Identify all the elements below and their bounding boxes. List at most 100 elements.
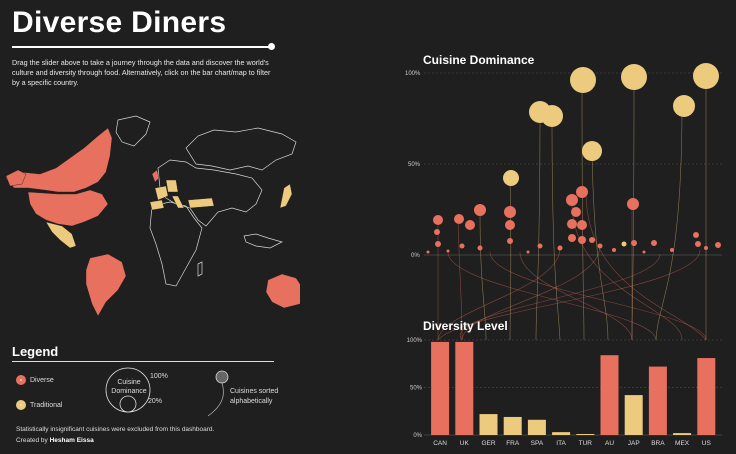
bar-uk[interactable]	[455, 341, 474, 435]
map-spain[interactable]	[149, 199, 165, 211]
map-mexico[interactable]	[45, 221, 77, 249]
bubble[interactable]	[537, 243, 543, 249]
bubble[interactable]	[631, 240, 637, 246]
bubble-min-label: 20%	[148, 398, 163, 405]
bar-can[interactable]	[431, 341, 450, 435]
bubble[interactable]	[621, 241, 627, 247]
bar-tur[interactable]	[576, 434, 595, 435]
dom-tick-100: 100%	[405, 71, 421, 77]
bubble[interactable]	[582, 141, 602, 161]
bubble[interactable]	[627, 198, 639, 210]
bubble[interactable]	[577, 220, 587, 230]
bubble[interactable]	[704, 246, 708, 250]
xlabel-us: US	[702, 440, 712, 447]
diversity-xlabels: CAN UK GER FRA SPA ITA TUR AU JAP BRA MEX US	[433, 440, 711, 447]
map-indonesia	[243, 233, 283, 249]
xlabel-ger: GER	[481, 440, 495, 447]
bubble[interactable]	[693, 63, 719, 89]
map-canada[interactable]	[5, 127, 113, 193]
map-greenland	[115, 115, 151, 147]
bar-us[interactable]	[697, 358, 716, 435]
bubble[interactable]	[693, 232, 699, 238]
bubble[interactable]	[435, 241, 441, 247]
map-france[interactable]	[154, 185, 169, 201]
bar-mex[interactable]	[673, 433, 692, 435]
bubble[interactable]	[433, 215, 443, 225]
xlabel-fra: FRA	[506, 440, 520, 447]
bubble[interactable]	[612, 248, 616, 252]
xlabel-bra: BRA	[651, 440, 665, 447]
xlabel-uk: UK	[460, 440, 470, 447]
xlabel-tur: TUR	[579, 440, 593, 447]
diversity-title: Diversity Level	[423, 319, 508, 333]
bubble[interactable]	[566, 194, 578, 206]
map-italy[interactable]	[171, 195, 185, 209]
bubble[interactable]	[477, 245, 483, 251]
map-australia[interactable]	[265, 273, 300, 309]
ytick-label: 100%	[407, 338, 423, 344]
bar-spa[interactable]	[527, 419, 546, 435]
bubble[interactable]	[621, 64, 647, 90]
bubble-label: Cuisine Dominance	[111, 379, 147, 395]
bubble[interactable]	[673, 95, 695, 117]
bubble[interactable]	[504, 206, 516, 218]
bubble[interactable]	[568, 234, 576, 242]
map-turkey[interactable]	[187, 197, 215, 209]
bar-fra[interactable]	[503, 416, 522, 435]
bar-ger[interactable]	[479, 414, 498, 435]
bubble[interactable]	[474, 204, 486, 216]
xlabel-can: CAN	[433, 440, 447, 447]
diversity-bars[interactable]	[431, 341, 716, 435]
journey-slider-handle[interactable]	[268, 43, 275, 50]
dominance-bubbles[interactable]	[426, 63, 722, 254]
world-map[interactable]	[0, 108, 300, 328]
bubble[interactable]	[505, 220, 515, 230]
bubble[interactable]	[589, 237, 595, 243]
map-usa[interactable]	[27, 189, 109, 227]
bubble[interactable]	[541, 105, 563, 127]
bar-au[interactable]	[600, 355, 619, 435]
bubble[interactable]	[695, 241, 701, 247]
bubble[interactable]	[465, 220, 475, 230]
bubble[interactable]	[651, 240, 657, 246]
bar-ita[interactable]	[552, 432, 571, 435]
bubble[interactable]	[570, 67, 596, 93]
ytick-label: 0%	[413, 433, 422, 439]
legend-divider	[12, 361, 274, 362]
bubble[interactable]	[446, 249, 450, 253]
bubble[interactable]	[576, 186, 588, 198]
xlabel-ita: ITA	[556, 440, 566, 447]
map-brazil[interactable]	[85, 253, 127, 317]
diversity-yticks: 100% 50% 0%	[407, 338, 423, 439]
flow-links	[437, 76, 707, 341]
journey-slider-track[interactable]	[12, 46, 272, 48]
bubble[interactable]	[503, 170, 519, 186]
map-germany[interactable]	[165, 179, 179, 193]
map-alaska[interactable]	[5, 169, 27, 187]
bubble[interactable]	[426, 250, 430, 254]
bubble[interactable]	[670, 248, 674, 252]
bubble[interactable]	[597, 243, 603, 249]
legend-title: Legend	[12, 344, 59, 359]
bar-jap[interactable]	[624, 395, 643, 435]
bubble[interactable]	[715, 242, 721, 248]
map-japan[interactable]	[279, 183, 293, 209]
bubble[interactable]	[459, 243, 465, 249]
bubble[interactable]	[642, 250, 646, 254]
credit-prefix: Created by	[16, 437, 48, 444]
bubble[interactable]	[571, 207, 581, 217]
bubble[interactable]	[557, 245, 563, 251]
exclusion-note: Statistically insignificant cuisines wer…	[16, 426, 215, 433]
bubble[interactable]	[434, 229, 440, 235]
ytick-label: 50%	[410, 386, 423, 392]
bubble[interactable]	[454, 214, 464, 224]
bubble[interactable]	[507, 238, 513, 244]
bubble[interactable]	[567, 219, 577, 229]
sorted-icon	[215, 370, 229, 384]
map-uk[interactable]	[151, 169, 160, 183]
legend-graphics	[16, 367, 229, 417]
bubble[interactable]	[578, 236, 586, 244]
bar-bra[interactable]	[648, 366, 667, 435]
bubble[interactable]	[526, 250, 530, 254]
dom-tick-0: 0%	[411, 253, 420, 259]
